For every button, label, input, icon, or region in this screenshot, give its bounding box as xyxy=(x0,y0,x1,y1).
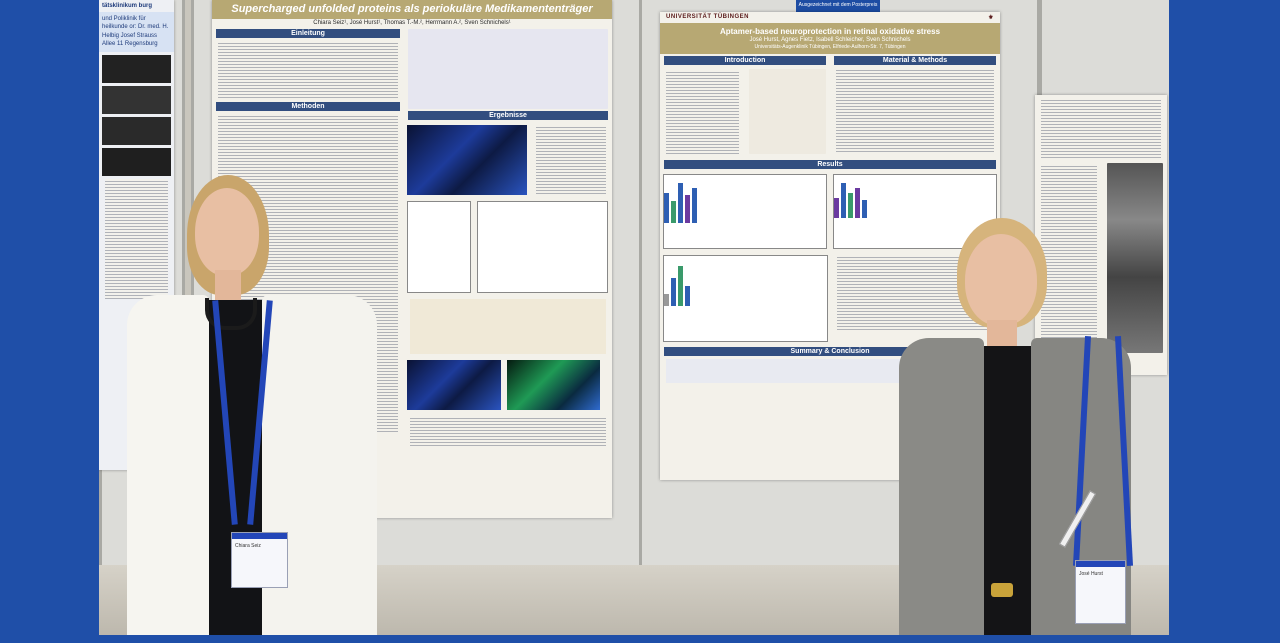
bracelet-icon xyxy=(991,583,1013,597)
far-right-text-1 xyxy=(1041,98,1161,158)
person-left: Chiara Seiz xyxy=(127,170,387,635)
far-right-text-2 xyxy=(1041,164,1097,354)
poster-right-retina-diagram xyxy=(748,68,826,154)
person-right-cardigan-left xyxy=(899,338,984,635)
poster-far-right xyxy=(1035,95,1167,375)
poster-left-protein-diagram xyxy=(408,29,608,110)
far-left-image-4 xyxy=(102,147,171,176)
poster-left-authors: Chiara Seiz¹, José Hurst¹, Thomas T.-M.²… xyxy=(313,20,511,27)
poster-right-section-1: Introduction xyxy=(664,55,826,65)
poster-right-bar-chart-2 xyxy=(833,173,997,249)
person-right-neck xyxy=(987,320,1017,348)
far-left-text-block xyxy=(105,178,168,299)
poster-right-affiliation: Universitäts-Augenklinik Tübingen, Elfri… xyxy=(754,43,906,50)
poster-right-title-band: Aptamer-based neuroprotection in retinal… xyxy=(660,23,1000,54)
far-left-image-3 xyxy=(102,116,171,145)
poster-right-bar-chart-3 xyxy=(663,254,829,342)
poster-left-section-2: Methoden xyxy=(216,102,400,112)
badge-left-name: Chiara Seiz xyxy=(235,543,261,549)
poster-right-institution: UNIVERSITÄT TÜBINGEN xyxy=(666,14,750,20)
poster-right-bar-chart-1 xyxy=(663,173,827,249)
poster-right-section-3: Results xyxy=(664,159,996,169)
poster-right-authors: José Hurst, Agnes Fietz, Isabell Schleic… xyxy=(749,36,911,43)
person-left-blazer-left xyxy=(127,295,209,635)
poster-left-section-3: Ergebnisse xyxy=(408,111,608,121)
badge-left: Chiara Seiz xyxy=(231,532,288,588)
far-left-image-2 xyxy=(102,85,171,114)
poster-left-intro-text xyxy=(218,41,398,100)
person-right: José Hurst xyxy=(889,218,1149,635)
poster-left-plot-2 xyxy=(477,201,609,294)
poster-left-results-text-3 xyxy=(410,416,606,447)
person-left-neck xyxy=(215,270,241,300)
poster-left-micrograph-2 xyxy=(407,360,501,411)
far-left-image-1 xyxy=(102,54,171,83)
poster-left-micrograph-1 xyxy=(407,125,527,196)
poster-left-micrograph-3 xyxy=(506,360,601,411)
poster-right-title: Aptamer-based neuroprotection in retinal… xyxy=(719,27,941,36)
headphones-icon xyxy=(205,298,257,330)
poster-left-results-text-1 xyxy=(536,125,606,196)
far-left-text-mid: und Poliklinik für heilkunde or: Dr. med… xyxy=(99,12,174,52)
badge-right-name: José Hurst xyxy=(1079,571,1103,577)
far-right-images xyxy=(1107,163,1163,353)
far-left-text-top: tätsklinikum burg xyxy=(102,3,153,9)
poster-left-results-text-2 xyxy=(410,299,606,355)
photo: tätsklinikum burg und Poliklinik für hei… xyxy=(99,0,1169,635)
poster-left-section-1: Einleitung xyxy=(216,29,400,39)
person-left-face xyxy=(195,188,259,276)
poster-left-title: Supercharged unfolded proteins als perio… xyxy=(212,0,612,20)
person-right-face xyxy=(965,234,1037,326)
poster-right-section-2: Material & Methods xyxy=(834,55,996,65)
badge-right: José Hurst xyxy=(1075,560,1126,624)
poster-left-plot-1 xyxy=(407,201,472,294)
poster-right-intro-text xyxy=(666,69,739,155)
poster-right-logo: ⚜ xyxy=(988,15,994,21)
poster-left: Supercharged unfolded proteins als perio… xyxy=(212,0,612,518)
poster-right-section-4: Summary & Conclusion xyxy=(664,346,996,356)
poster-right-methods-text xyxy=(836,67,994,153)
